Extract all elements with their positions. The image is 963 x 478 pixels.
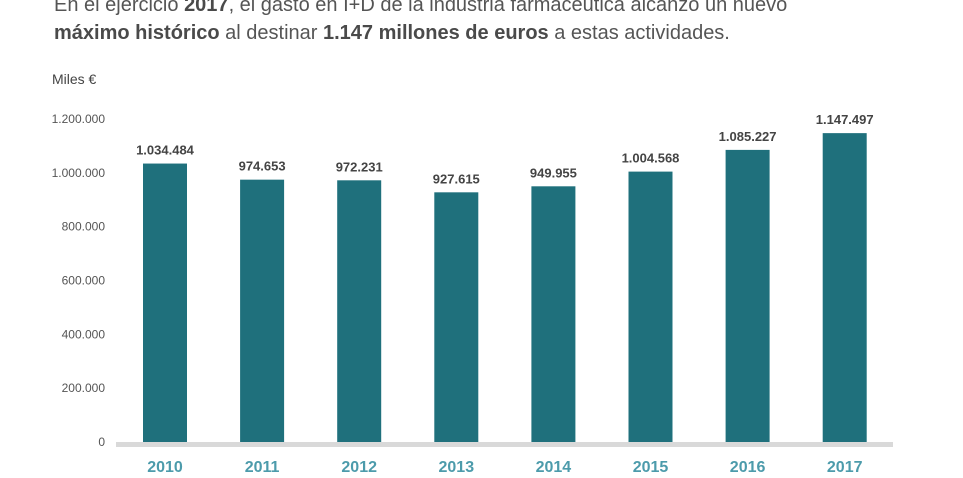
y-tick-label: 1.200.000 [52,112,106,126]
x-tick-label: 2016 [730,459,766,476]
bar [725,149,770,442]
bar [531,186,576,442]
bar [337,180,382,443]
y-tick-label: 200.000 [62,381,106,395]
y-tick-label: 400.000 [62,327,106,341]
x-tick-label: 2011 [245,459,280,476]
intro-line1-a: En el ejercicio [54,0,185,16]
y-axis-unit-label: Miles € [52,71,97,87]
data-label: 1.147.497 [816,112,874,127]
x-tick-label: 2017 [827,459,863,476]
x-tick-label: 2013 [439,459,475,476]
bar [240,179,285,443]
x-tick-label: 2014 [536,459,572,476]
data-label: 927.615 [433,171,480,186]
bar [822,133,867,442]
intro-highlight-amount: 1.147 millones de euros [323,22,549,44]
y-tick-label: 600.000 [62,274,106,288]
data-label: 1.034.484 [136,143,195,158]
intro-highlight-record: máximo histórico [54,22,220,44]
intro-text: En el ejercicio 2017, el gasto en I+D de… [54,0,934,47]
data-label: 974.653 [239,159,286,174]
data-label: 1.004.568 [622,151,680,166]
bar [143,163,187,442]
x-axis-baseline [116,442,893,447]
intro-line2-d: a estas actividades. [548,22,730,44]
data-label: 1.085.227 [719,129,777,144]
y-tick-label: 1.000.000 [52,166,106,180]
bar [628,171,673,443]
y-tick-label: 0 [98,435,105,449]
intro-line2-b: al destinar [219,22,323,44]
bar [434,192,479,442]
x-tick-label: 2010 [147,459,183,476]
data-label: 949.955 [530,165,577,180]
data-label: 972.231 [336,159,383,174]
intro-line1-c: , el gasto en I+D de la industria farmac… [228,0,788,16]
intro-year: 2017 [184,0,229,16]
x-tick-label: 2012 [341,459,377,476]
y-tick-label: 800.000 [62,220,106,234]
x-tick-label: 2015 [633,459,669,476]
